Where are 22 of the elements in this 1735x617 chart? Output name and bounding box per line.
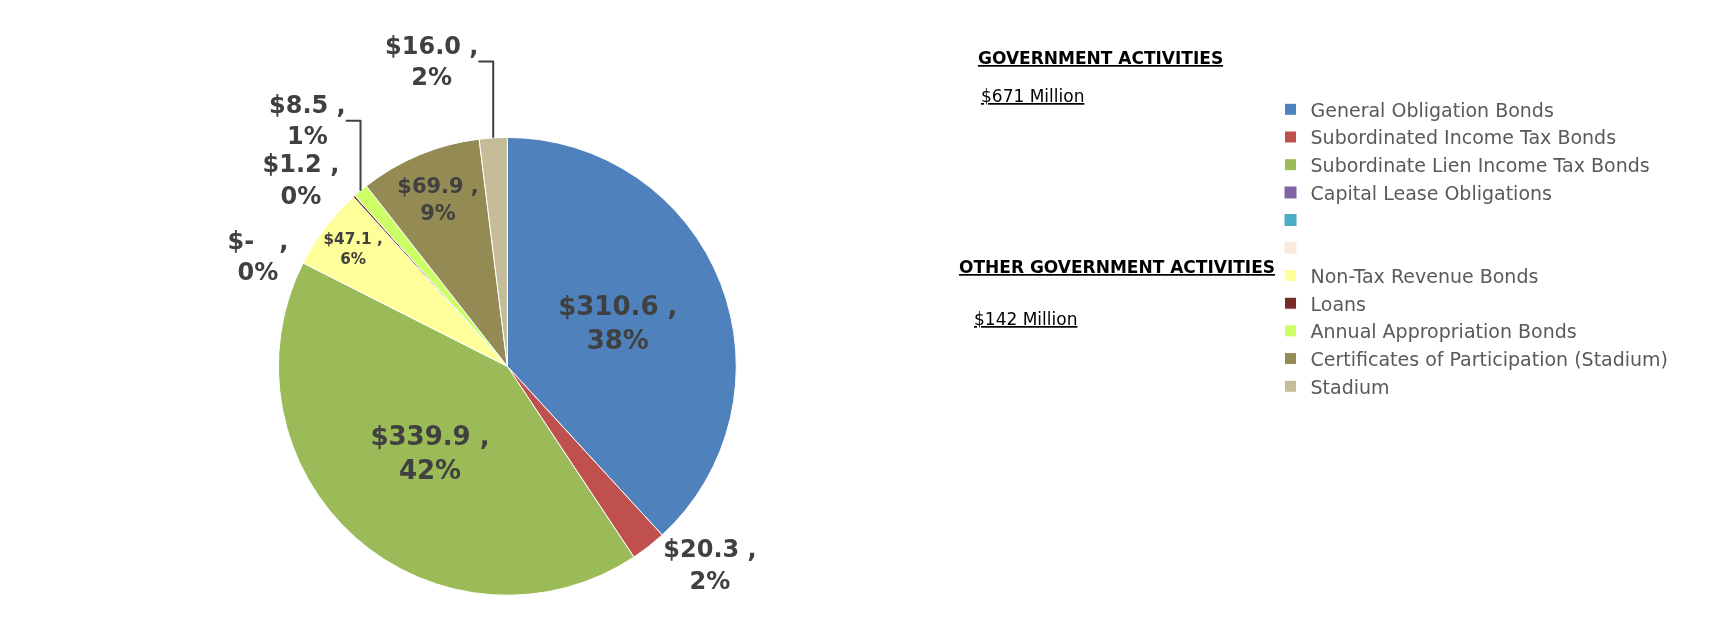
text: $671 Million <box>981 86 1085 106</box>
legend-label: Annual Appropriation Bonds <box>1310 320 1577 343</box>
text: OTHER GOVERNMENT ACTIVITIES <box>959 257 1276 277</box>
data-label: $16.0 , 2% <box>385 31 479 92</box>
text: $- , 0% <box>227 227 289 287</box>
data-label: $69.9 , 9% <box>397 174 479 226</box>
legend-label: Non-Tax Revenue Bonds <box>1310 264 1539 287</box>
data-label: $8.5 , 1% <box>269 91 346 151</box>
data-label: $20.3 , 2% <box>663 535 757 595</box>
legend-label: Certificates of Participation (Stadium) <box>1310 348 1669 370</box>
data-label: $1.2 , 0% <box>262 150 340 210</box>
legend-label: Subordinated Income Tax Bonds <box>1310 126 1617 149</box>
text: $142 Million <box>974 309 1078 329</box>
legend-label: Stadium <box>1310 375 1390 398</box>
legend-label: Loans <box>1310 292 1366 315</box>
legend-label: Subordinate Lien Income Tax Bonds <box>1310 154 1650 177</box>
data-label: $339.9 , 42% <box>370 421 490 486</box>
data-label: $310.6 , 38% <box>558 291 678 356</box>
legend-label: Capital Lease Obligations <box>1310 181 1552 204</box>
legend-label: General Obligation Bonds <box>1310 98 1554 121</box>
data-label: $47.1 , 6% <box>323 230 383 269</box>
text: GOVERNMENT ACTIVITIES <box>978 48 1224 68</box>
